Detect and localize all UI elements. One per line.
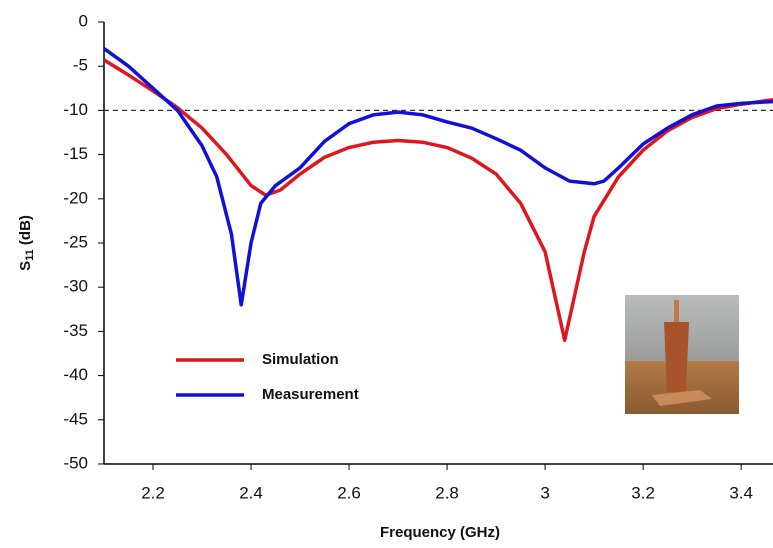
y-axis-label: S11 (dB) — [17, 215, 36, 271]
y-tick-label: -25 — [63, 232, 88, 251]
x-tick-label: 3.4 — [729, 483, 753, 502]
legend-label: Simulation — [262, 351, 339, 368]
x-tick-label: 2.4 — [239, 483, 263, 502]
x-tick-label: 3.2 — [631, 483, 655, 502]
inset-photo — [625, 295, 739, 414]
legend-label: Measurement — [262, 386, 359, 403]
y-tick-label: -5 — [73, 56, 88, 75]
x-tick-label: 2.2 — [141, 483, 165, 502]
series-line — [103, 58, 773, 342]
y-tick-label: -20 — [63, 188, 88, 207]
y-tick-label: 0 — [79, 11, 88, 30]
x-axis-label: Frequency (GHz) — [380, 524, 500, 541]
y-tick-label: -30 — [63, 277, 88, 296]
x-tick-label: 2.8 — [435, 483, 459, 502]
x-tick-label: 2.6 — [337, 483, 361, 502]
y-tick-label: -35 — [63, 321, 88, 340]
x-tick-label: 3 — [540, 483, 549, 502]
y-tick-label: -15 — [63, 144, 88, 163]
series-line — [102, 47, 773, 307]
y-tick-label: -40 — [63, 365, 88, 384]
y-tick-label: -50 — [63, 453, 88, 472]
y-tick-label: -45 — [63, 409, 88, 428]
y-tick-label: -10 — [63, 100, 88, 119]
